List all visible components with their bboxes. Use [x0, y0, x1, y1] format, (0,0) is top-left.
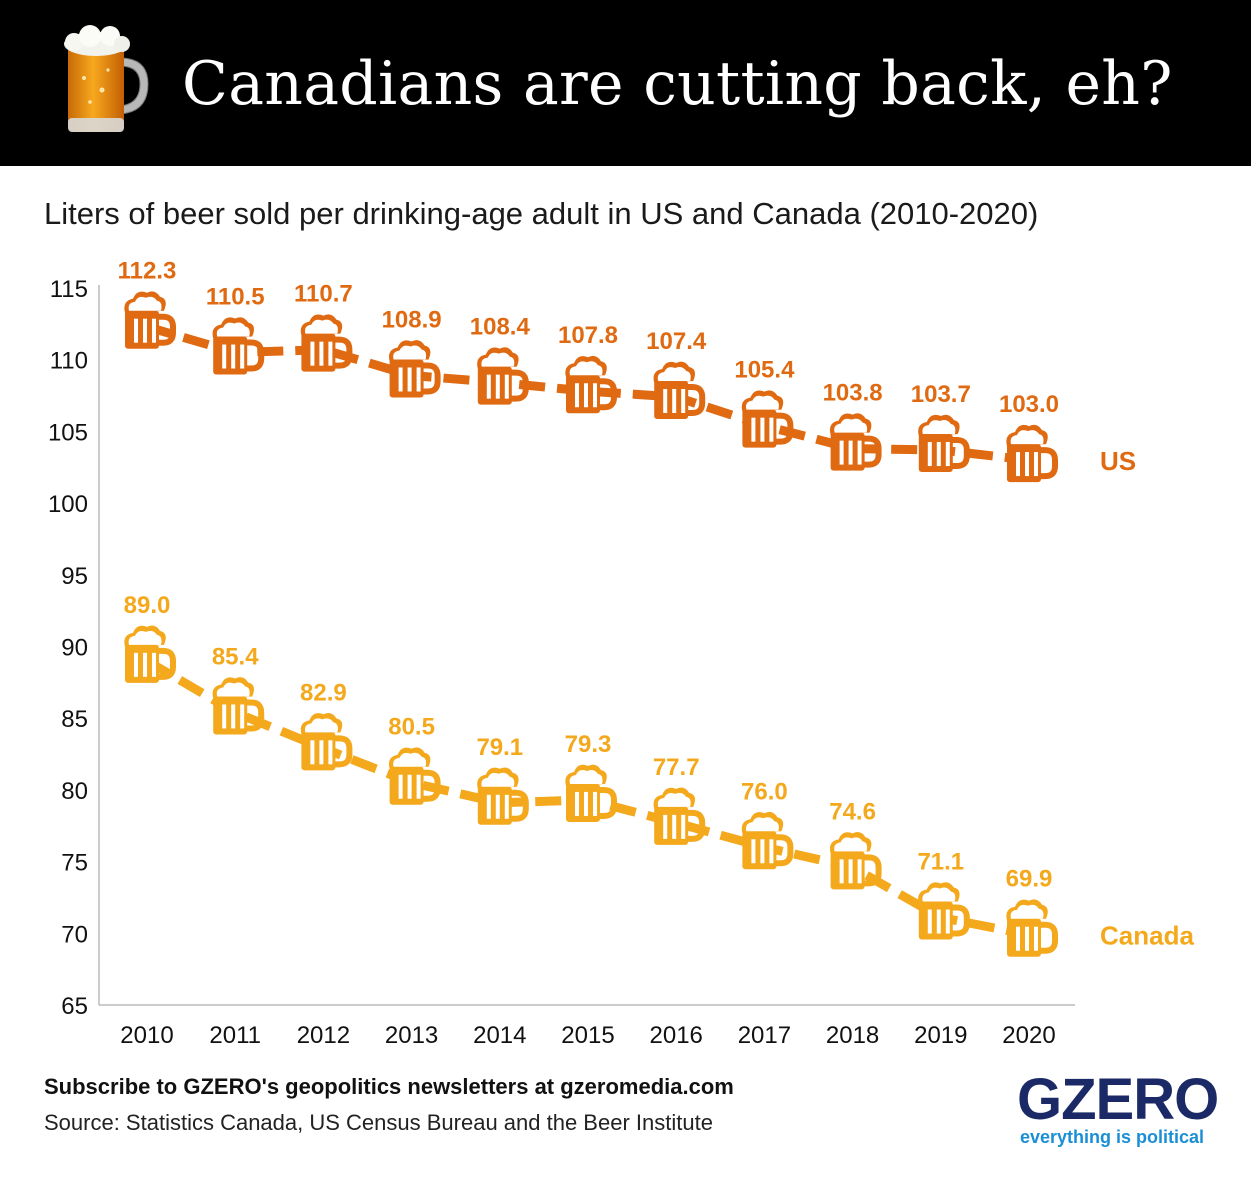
data-label: 79.1 — [476, 734, 523, 761]
x-tick-label: 2013 — [385, 1022, 438, 1049]
y-tick-label: 80 — [61, 778, 88, 805]
data-label: 103.7 — [911, 381, 971, 408]
y-tick-label: 85 — [61, 706, 88, 733]
x-tick-label: 2014 — [473, 1022, 526, 1049]
y-tick-label: 65 — [61, 993, 88, 1020]
data-point-marker — [1006, 424, 1058, 483]
data-label: 105.4 — [734, 357, 795, 384]
y-tick-label: 100 — [48, 491, 88, 518]
data-point-marker — [300, 712, 353, 771]
data-point-marker — [741, 811, 794, 870]
series-label-us: US — [1100, 446, 1136, 476]
data-point-marker — [388, 747, 441, 805]
data-label: 103.0 — [999, 391, 1059, 418]
y-tick-label: 115 — [50, 276, 88, 303]
data-label: 85.4 — [212, 643, 259, 670]
data-point-marker — [477, 347, 529, 405]
beer-mug-icon — [64, 25, 149, 132]
data-label: 76.0 — [741, 778, 788, 805]
data-point-marker — [124, 291, 176, 349]
y-tick-label: 105 — [48, 419, 88, 446]
source-text: Source: Statistics Canada, US Census Bur… — [44, 1110, 713, 1135]
data-point-marker — [741, 390, 794, 448]
x-tick-label: 2020 — [1002, 1022, 1055, 1049]
data-point-marker — [300, 314, 353, 372]
data-label: 110.5 — [206, 284, 265, 311]
data-label: 107.8 — [558, 322, 618, 349]
series-label-canada: Canada — [1100, 921, 1194, 951]
header-bar: Canadians are cutting back, eh? — [0, 0, 1251, 166]
data-point-marker — [918, 414, 970, 473]
data-label: 82.9 — [300, 679, 347, 706]
data-label: 112.3 — [118, 258, 177, 285]
chart-subtitle: Liters of beer sold per drinking-age adu… — [44, 196, 1039, 231]
data-label: 79.3 — [565, 731, 612, 758]
x-tick-label: 2016 — [650, 1022, 703, 1049]
data-point-marker — [212, 677, 265, 735]
data-label: 74.6 — [829, 798, 876, 825]
data-label: 80.5 — [388, 714, 435, 741]
data-label: 89.0 — [124, 592, 171, 619]
line-chart: 65 70 75 80 85 90 95 100 105 110 115 2010 2011 2012 20… — [48, 258, 1195, 1049]
data-label: 77.7 — [653, 754, 700, 781]
y-tick-label: 70 — [61, 921, 88, 948]
subscribe-text: Subscribe to GZERO's geopolitics newslet… — [44, 1074, 734, 1099]
data-point-marker — [388, 340, 441, 398]
y-tick-label: 90 — [61, 635, 88, 662]
x-tick-label: 2019 — [914, 1022, 967, 1049]
x-tick-label: 2017 — [738, 1022, 791, 1049]
data-point-marker — [1006, 899, 1058, 957]
y-tick-label: 110 — [50, 348, 88, 375]
y-tick-label: 75 — [61, 850, 88, 877]
x-tick-label: 2010 — [120, 1022, 173, 1049]
data-label: 71.1 — [917, 849, 964, 876]
x-tick-label: 2018 — [826, 1022, 879, 1049]
data-label: 103.8 — [823, 380, 883, 407]
data-point-marker — [124, 625, 176, 683]
data-point-marker — [918, 882, 970, 940]
series-canada: 89.0 85.4 82.9 80.5 79.1 79.3 77.7 76.0 74.6 71.1… — [124, 592, 1194, 957]
data-label: 108.9 — [382, 306, 442, 333]
page-title: Canadians are cutting back, eh? — [182, 49, 1173, 119]
data-point-marker — [212, 317, 265, 375]
chart-axes: 65 70 75 80 85 90 95 100 105 110 115 2010 2011 2012 20… — [48, 276, 1075, 1049]
data-point-marker — [565, 764, 617, 822]
data-point-marker — [829, 413, 882, 471]
y-tick-label: 95 — [61, 563, 88, 590]
x-tick-label: 2011 — [209, 1022, 261, 1049]
logo-tagline: everything is political — [1020, 1127, 1205, 1147]
data-label: 69.9 — [1006, 866, 1053, 893]
data-point-marker — [653, 787, 706, 845]
series-us: 112.3 110.5 110.7 108.9 108.4 107.8 107.4 105.4… — [118, 258, 1136, 483]
data-label: 107.4 — [646, 328, 707, 355]
gzero-logo: GZERO — [1017, 1067, 1219, 1132]
chart-series: 112.3 110.5 110.7 108.9 108.4 107.8 107.4 105.4… — [118, 258, 1194, 957]
x-tick-label: 2012 — [297, 1022, 350, 1049]
x-tick-label: 2015 — [561, 1022, 614, 1049]
data-label: 110.7 — [294, 281, 353, 308]
data-point-marker — [565, 355, 617, 414]
data-label: 108.4 — [470, 314, 531, 341]
data-point-marker — [829, 832, 882, 890]
data-point-marker — [653, 361, 706, 419]
data-point-marker — [477, 767, 529, 825]
